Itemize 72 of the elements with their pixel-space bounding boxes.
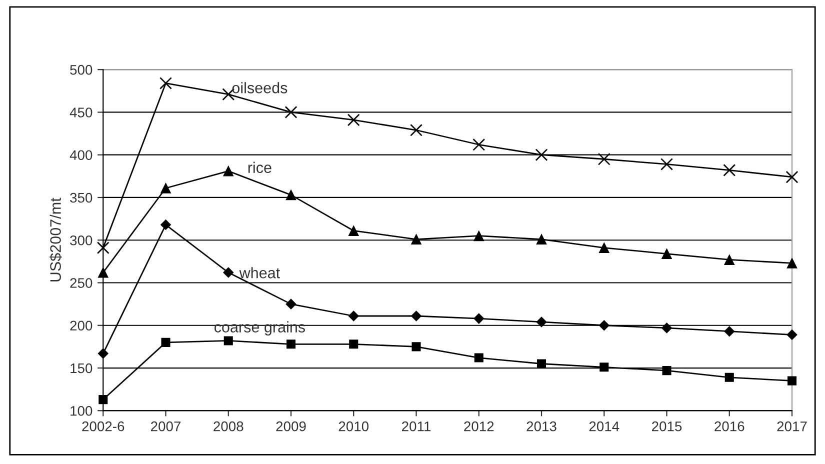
x-tick-label: 2007 <box>151 421 181 432</box>
point <box>474 313 484 324</box>
point <box>472 138 486 151</box>
x-tick-label: 2016 <box>714 421 744 432</box>
x-tick-label: 2010 <box>338 421 369 432</box>
point <box>660 158 673 170</box>
point <box>724 372 734 382</box>
y-tick-label: 350 <box>70 192 92 203</box>
point <box>787 376 797 386</box>
point <box>98 348 108 359</box>
point <box>536 316 547 328</box>
x-tick-label: 2013 <box>526 421 556 432</box>
point <box>598 152 610 166</box>
x-tick-label: 2012 <box>464 421 494 432</box>
point <box>223 267 234 278</box>
point <box>598 242 610 254</box>
series-label: wheat <box>239 267 280 278</box>
point <box>662 248 672 259</box>
point <box>223 166 234 176</box>
point <box>160 182 171 194</box>
point <box>286 190 296 200</box>
point <box>96 242 110 254</box>
point <box>286 298 296 310</box>
point <box>286 340 296 349</box>
point <box>724 326 735 337</box>
point <box>600 362 609 372</box>
point <box>474 230 484 242</box>
point <box>160 76 172 90</box>
point <box>410 124 422 136</box>
y-tick-label: 300 <box>70 235 92 246</box>
point <box>412 342 421 352</box>
y-tick-label: 500 <box>70 64 92 75</box>
point <box>598 320 610 331</box>
y-tick-label: 400 <box>70 150 92 160</box>
point <box>723 164 736 176</box>
point <box>98 267 108 278</box>
point <box>348 226 359 236</box>
point <box>661 322 672 334</box>
y-tick-label: 150 <box>70 363 92 374</box>
x-tick-label: 2014 <box>589 421 620 432</box>
point <box>474 353 484 362</box>
point <box>786 258 798 268</box>
point <box>786 330 798 340</box>
x-tick-label: 2015 <box>652 421 682 432</box>
y-tick-label: 250 <box>70 278 92 288</box>
point <box>348 310 359 322</box>
x-tick-label: 2017 <box>777 421 807 432</box>
y-tick-label: 450 <box>70 108 92 118</box>
series-label: rice <box>248 162 272 174</box>
point <box>535 148 548 162</box>
point <box>786 170 798 184</box>
point <box>349 340 358 349</box>
y-tick-label: 100 <box>70 406 92 416</box>
y-axis-title: US$2007/mt <box>50 198 62 282</box>
point <box>98 395 108 404</box>
point <box>536 234 547 244</box>
series-label: oilseeds <box>232 82 288 94</box>
point <box>410 310 422 322</box>
point <box>536 359 546 368</box>
y-tick-label: 200 <box>70 320 92 331</box>
point <box>662 366 672 376</box>
point <box>161 338 170 347</box>
point <box>724 254 735 265</box>
point <box>224 336 233 346</box>
point <box>347 114 360 126</box>
point <box>160 220 172 230</box>
x-tick-label: 2002-6 <box>82 421 124 432</box>
x-tick-label: 2009 <box>276 421 306 432</box>
x-tick-label: 2011 <box>402 421 431 432</box>
point <box>284 106 298 118</box>
x-tick-label: 2008 <box>214 421 244 432</box>
point <box>411 234 422 244</box>
